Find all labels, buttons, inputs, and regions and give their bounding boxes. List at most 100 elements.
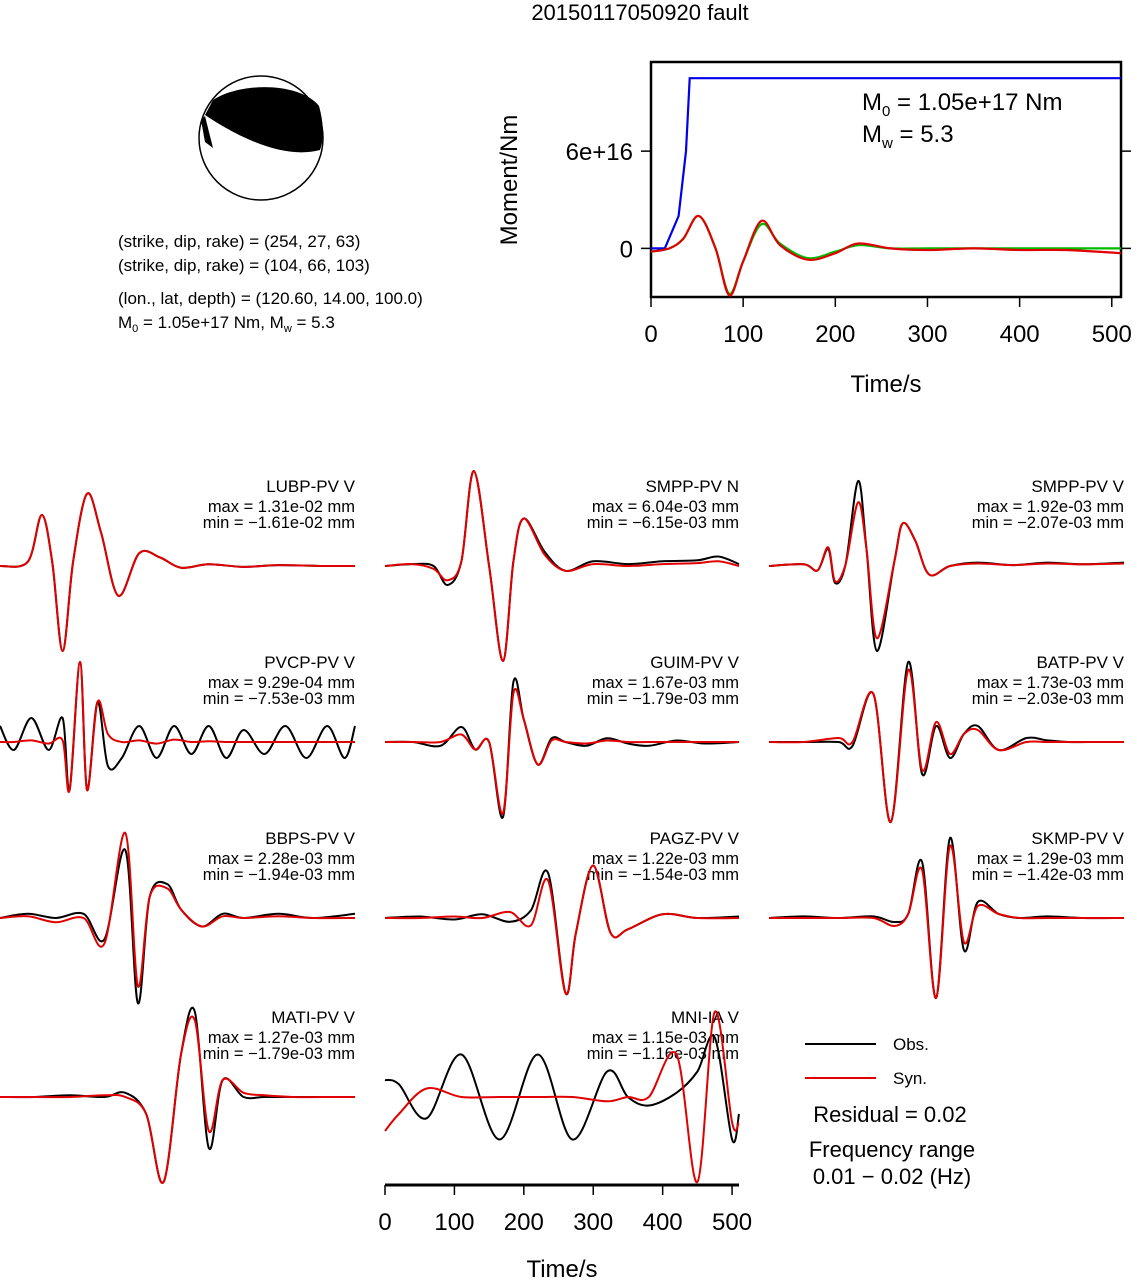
synthetic-trace (0, 1015, 355, 1184)
legend: Obs. Syn. Residual = 0.02 Frequency rang… (805, 1035, 975, 1189)
moment-y-tick-label: 0 (620, 236, 633, 263)
waveform-x-tick-label: 200 (504, 1209, 544, 1236)
moment-mw-annotation: Mw = 5.3 (862, 121, 954, 152)
station-min-label: min = −1.54e-03 mm (587, 866, 739, 884)
station-label: BBPS-PV V (265, 829, 355, 848)
station-max-label: max = 2.28e-03 mm (208, 850, 355, 868)
residual-text: Residual = 0.02 (813, 1102, 967, 1127)
beachball-compression-quadrant (205, 87, 323, 153)
moment-plot-frame (649, 60, 1123, 299)
moment-x-tick-label: 400 (1000, 321, 1040, 348)
station-max-label: max = 1.92e-03 mm (977, 498, 1124, 516)
synthetic-trace (384, 469, 740, 663)
station-label: MATI-PV V (271, 1008, 355, 1027)
synthetic-trace (384, 864, 740, 995)
moment-x-tick-label: 100 (723, 321, 763, 348)
station-min-label: min = −1.16e-03 mm (587, 1045, 739, 1063)
beachball-compression-sliver (201, 116, 213, 148)
moment-x-tick-label: 300 (907, 321, 947, 348)
waveform-x-tick-label: 0 (378, 1209, 391, 1236)
station-label: SMPP-PV V (1031, 477, 1124, 496)
station-label: GUIM-PV V (650, 653, 739, 672)
station-min-label: min = −1.79e-03 mm (203, 1045, 355, 1063)
station-min-label: min = −2.03e-03 mm (972, 690, 1124, 708)
station-max-label: max = 1.67e-03 mm (592, 674, 739, 692)
station-max-label: max = 6.04e-03 mm (592, 498, 739, 516)
station-max-label: max = 1.22e-03 mm (592, 850, 739, 868)
source-info: (strike, dip, rake) = (254, 27, 63) (str… (118, 232, 423, 335)
moment-x-tick-label: 200 (815, 321, 855, 348)
moment-m0-annotation: M0 = 1.05e+17 Nm (862, 89, 1062, 120)
station-max-label: max = 1.29e-03 mm (977, 850, 1124, 868)
station-min-label: min = −1.61e-02 mm (203, 514, 355, 532)
station-max-label: max = 1.27e-03 mm (208, 1029, 355, 1047)
source-nodal-plane-2: (strike, dip, rake) = (104, 66, 103) (118, 256, 370, 275)
synthetic-trace (0, 660, 355, 794)
figure-title: 20150117050920 fault (531, 0, 748, 25)
moment-axis-ticks: 0 100 200 300 400 500 0 6e+16 (566, 139, 1132, 348)
moment-series-blue (651, 77, 1121, 250)
waveform-x-tick-label: 100 (434, 1209, 474, 1236)
source-location: (lon., lat, depth) = (120.60, 14.00, 100… (118, 289, 423, 308)
moment-y-axis-label: Moment/Nm (496, 115, 523, 246)
station-min-label: min = −2.07e-03 mm (972, 514, 1124, 532)
station-label: LUBP-PV V (266, 477, 355, 496)
synthetic-trace (769, 844, 1124, 1000)
moment-series (650, 77, 1122, 297)
station-min-label: min = −1.42e-03 mm (972, 866, 1124, 884)
station-label: SMPP-PV N (645, 477, 739, 496)
station-min-label: min = −1.94e-03 mm (203, 866, 355, 884)
station-label: MNI-IA V (671, 1008, 740, 1027)
source-nodal-plane-1: (strike, dip, rake) = (254, 27, 63) (118, 232, 360, 251)
moment-x-tick-label: 500 (1092, 321, 1132, 348)
station-min-label: min = −6.15e-03 mm (587, 514, 739, 532)
station-label: PAGZ-PV V (650, 829, 740, 848)
moment-series-red (650, 214, 1122, 297)
station-max-label: max = 1.15e-03 mm (592, 1029, 739, 1047)
waveform-x-axis-label: Time/s (526, 1256, 597, 1280)
moment-y-tick-label: 6e+16 (566, 139, 633, 166)
observed-trace (0, 660, 356, 792)
waveform-x-tick-label: 400 (643, 1209, 683, 1236)
station-label: BATP-PV V (1036, 653, 1124, 672)
station-min-label: min = −7.53e-03 mm (203, 690, 355, 708)
legend-obs-label: Obs. (893, 1035, 929, 1054)
station-max-label: max = 1.31e-02 mm (208, 498, 355, 516)
synthetic-trace (768, 668, 1124, 824)
waveform-x-tick-label: 500 (712, 1209, 752, 1236)
observed-trace (0, 1006, 355, 1184)
station-label: PVCP-PV V (264, 653, 355, 672)
synthetic-trace (768, 501, 1125, 640)
synthetic-trace (384, 1010, 740, 1184)
station-max-label: max = 1.73e-03 mm (977, 674, 1124, 692)
frequency-range-title: Frequency range (809, 1137, 975, 1162)
synthetic-trace (0, 831, 356, 988)
station-min-label: min = −1.79e-03 mm (587, 690, 739, 708)
beachball (198, 75, 324, 201)
moment-x-tick-label: 0 (644, 321, 657, 348)
synthetic-trace (0, 492, 356, 653)
moment-series-green (650, 214, 1121, 295)
station-max-label: max = 9.29e-04 mm (208, 674, 355, 692)
legend-syn-label: Syn. (893, 1069, 927, 1088)
source-moment-magnitude: M0 = 1.05e+17 Nm, Mw = 5.3 (118, 313, 335, 335)
synthetic-trace (384, 688, 739, 815)
frequency-range-value: 0.01 − 0.02 (Hz) (813, 1164, 971, 1189)
moment-x-axis-label: Time/s (850, 371, 921, 398)
waveform-time-axis: 0 100 200 300 400 500 (378, 1183, 752, 1236)
waveform-x-tick-label: 300 (573, 1209, 613, 1236)
